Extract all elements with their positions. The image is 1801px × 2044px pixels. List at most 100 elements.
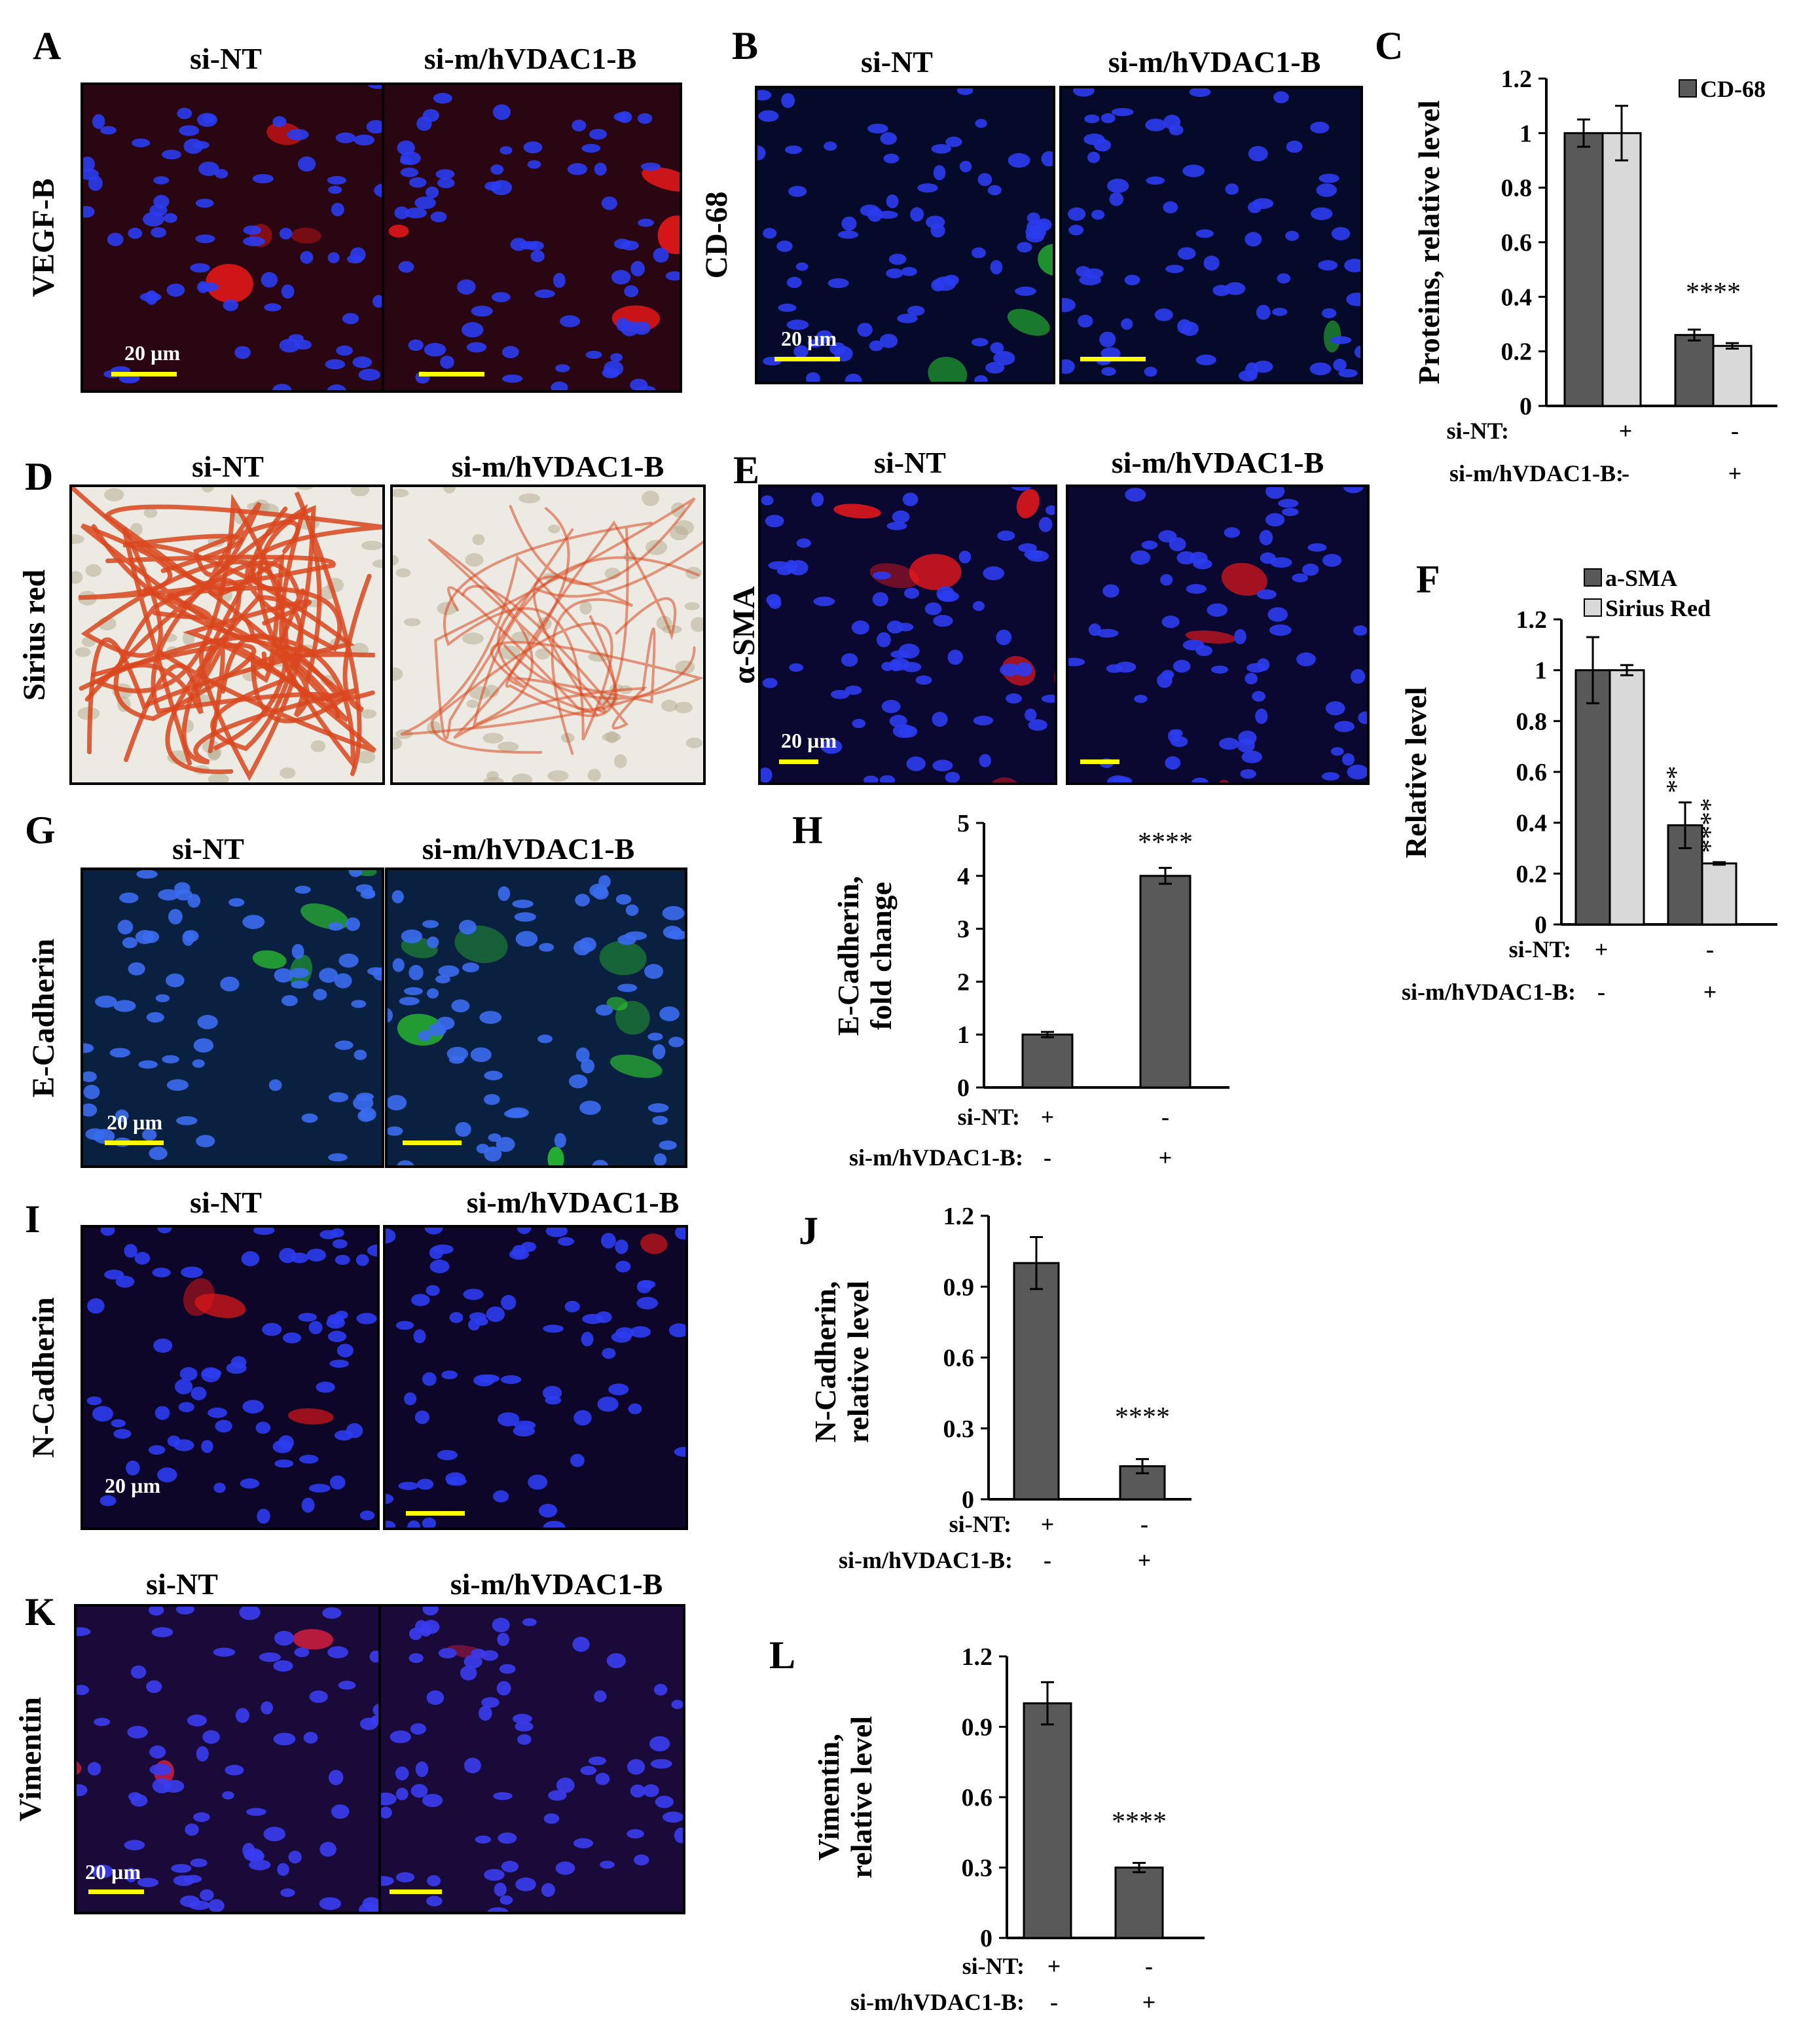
y-tick-label: 0.6 xyxy=(943,1345,975,1372)
y-tick-label: 0.4 xyxy=(1516,810,1548,837)
si-vdac-mark: + xyxy=(1138,1547,1152,1573)
micrograph-frame-g-1 xyxy=(385,867,687,1168)
y-tick-label: 0.2 xyxy=(1501,338,1533,366)
scale-label-e: 20 µm xyxy=(781,729,837,752)
scale-label-g: 20 µm xyxy=(107,1110,162,1134)
stain-label-a: VEGF-B xyxy=(26,178,61,297)
column-header-right-a: si-m/hVDAC1-B xyxy=(424,42,637,75)
y-tick-label: 1 xyxy=(957,1021,970,1049)
micrograph-panel-d: Sirius red si-NT si-m/hVDAC1-B xyxy=(17,450,706,785)
bar-chart-l: 0 0.3 0.6 0.9 1.2 Vimentin,relative level + - **… xyxy=(812,1643,1205,2015)
y-tick-label: 1 xyxy=(1519,120,1532,147)
column-header-left-k: si-NT xyxy=(146,1567,218,1601)
y-tick-label: 0 xyxy=(1519,393,1532,420)
scale-bar-g-0 xyxy=(105,1141,164,1145)
y-axis-label-h: E-Cadherin,fold change xyxy=(831,876,898,1036)
scale-bar-a-1 xyxy=(419,372,484,376)
y-tick-label: 1.2 xyxy=(962,1643,993,1671)
micrograph-image-d-si-nt xyxy=(71,486,384,784)
bar-chart-j: 0 0.3 0.6 0.9 1.2 N-Cadherin,relative level + -… xyxy=(809,1203,1192,1573)
stain-label-g: E-Cadherin xyxy=(26,939,61,1098)
si-vdac-mark: - xyxy=(1044,1547,1051,1573)
y-tick-label: 0 xyxy=(1535,911,1547,939)
panel-label-g: G xyxy=(25,809,56,852)
bar-f-s1-g1 xyxy=(1701,862,1737,926)
column-header-right-e: si-m/hVDAC1-B xyxy=(1112,446,1324,479)
micrograph-frame-d-0 xyxy=(69,484,385,785)
micrograph-frame-b-1 xyxy=(1059,86,1363,384)
significance-h: **** xyxy=(1138,828,1193,858)
panel-label-f: F xyxy=(1416,558,1440,601)
micrograph-image-a-si-nt xyxy=(82,84,386,392)
si-nt-mark: - xyxy=(1731,418,1739,444)
scale-bar-e-0 xyxy=(779,759,818,764)
si-vdac-mark: + xyxy=(1703,979,1717,1005)
stain-label-d: Sirius red xyxy=(17,569,52,701)
significance-l: **** xyxy=(1112,1807,1167,1837)
scale-label-b: 20 µm xyxy=(781,327,837,350)
scale-bar-b-0 xyxy=(774,357,840,361)
scale-bar-a-0 xyxy=(111,372,177,376)
micrograph-image-k-si-vdac xyxy=(380,1605,684,1913)
column-header-right-k: si-m/hVDAC1-B xyxy=(450,1567,663,1601)
si-nt-mark: - xyxy=(1145,1953,1153,1979)
micrograph-frame-i-1 xyxy=(383,1225,688,1530)
micrograph-panel-b: CD-68 si-NT si-m/hVDAC1-B 20 µm xyxy=(699,45,1363,384)
scale-bar-k-0 xyxy=(88,1889,144,1894)
y-tick-label: 0.9 xyxy=(943,1273,975,1301)
bar-f-s0-g0 xyxy=(1574,669,1611,926)
si-nt-row-label: si-NT: xyxy=(949,1511,1011,1537)
bar-chart-c: 0 0.2 0.4 0.6 0.8 1 1.2 Proteins, relative leve… xyxy=(1412,65,1777,486)
legend-label-c-0: CD-68 xyxy=(1700,76,1766,102)
bar-chart-h: 0 1 2 3 4 5 E-Cadherin,fold change + - **** - + si-N… xyxy=(831,810,1229,1171)
micrograph-image-k-si-nt xyxy=(75,1605,383,1913)
scale-bar-b-1 xyxy=(1080,357,1146,361)
y-tick-label: 1 xyxy=(1535,657,1547,685)
column-header-right-g: si-m/hVDAC1-B xyxy=(422,832,635,866)
y-tick-label: 5 xyxy=(957,810,970,837)
legend-swatch-f-0 xyxy=(1584,568,1602,587)
column-header-left-e: si-NT xyxy=(874,446,946,479)
scale-label-a: 20 µm xyxy=(124,341,180,365)
si-vdac-mark: + xyxy=(1728,460,1742,486)
si-nt-row-label: si-NT: xyxy=(962,1953,1025,1979)
y-tick-label: 0.2 xyxy=(1516,860,1548,888)
si-vdac-row-label: si-m/hVDAC1-B: xyxy=(850,1989,1025,2015)
micrograph-image-e-si-nt xyxy=(759,486,1056,784)
y-tick-label: 0 xyxy=(957,1074,970,1102)
micrograph-panel-i: N-Cadherin si-NT si-m/hVDAC1-B 20 µm xyxy=(26,1186,688,1530)
micrograph-image-e-si-vdac xyxy=(1067,486,1368,784)
bar-h-s0-g1 xyxy=(1139,875,1192,1089)
bar-c-s1-g1 xyxy=(1712,344,1753,407)
stain-label-b: CD-68 xyxy=(699,191,734,278)
si-nt-row-label: si-NT: xyxy=(958,1104,1020,1130)
micrograph-panel-g: E-Cadherin si-NT si-m/hVDAC1-B 20 µm xyxy=(26,832,687,1168)
si-vdac-row-label: si-m/hVDAC1-B: xyxy=(849,1144,1023,1171)
panel-label-d: D xyxy=(25,455,53,498)
y-tick-label: 0.6 xyxy=(1516,759,1548,786)
y-axis-label-j: N-Cadherin,relative level xyxy=(809,1281,875,1443)
micrograph-image-g-si-vdac xyxy=(386,869,686,1167)
si-nt-mark: + xyxy=(1041,1104,1055,1130)
panel-label-l: L xyxy=(769,1633,795,1677)
micrograph-frame-i-0 xyxy=(81,1225,380,1530)
scale-bar-k-1 xyxy=(390,1889,442,1894)
micrograph-frame-d-1 xyxy=(390,484,706,785)
legend-swatch-c-0 xyxy=(1679,79,1697,98)
y-tick-label: 0 xyxy=(980,1925,992,1952)
si-nt-row-label: si-NT: xyxy=(1509,936,1571,962)
bar-c-s1-g0 xyxy=(1601,132,1642,407)
bar-chart-f: 0 0.2 0.4 0.6 0.8 1 1.2 Relative level ****** + - -… xyxy=(1399,565,1777,1005)
legend-swatch-f-1 xyxy=(1584,598,1602,617)
micrograph-image-a-si-vdac xyxy=(383,84,681,392)
panel-label-b: B xyxy=(732,24,758,67)
si-nt-row-label: si-NT: xyxy=(1447,418,1509,444)
panel-label-c: C xyxy=(1375,24,1403,67)
panel-label-i: I xyxy=(25,1197,40,1241)
micrograph-image-i-si-vdac xyxy=(384,1226,687,1529)
si-nt-mark: - xyxy=(1161,1104,1169,1130)
panel-label-e: E xyxy=(733,448,759,492)
y-tick-label: 0.8 xyxy=(1516,708,1548,735)
si-nt-mark: - xyxy=(1140,1511,1148,1537)
